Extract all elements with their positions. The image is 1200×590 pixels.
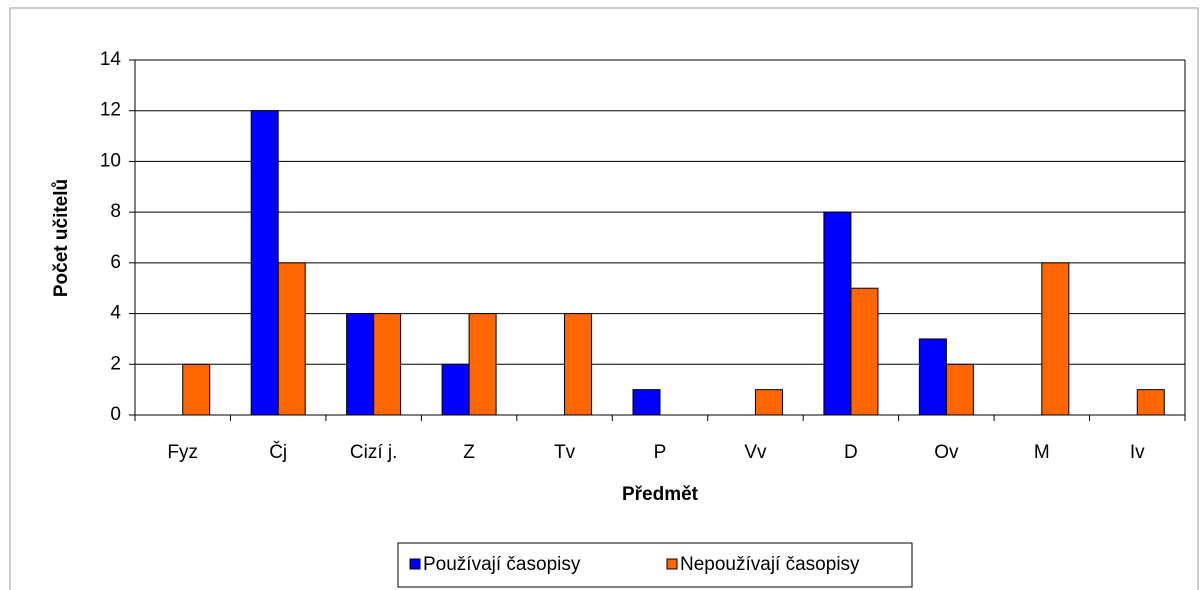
bar bbox=[373, 313, 402, 416]
bar bbox=[250, 110, 279, 416]
x-tick-label: M bbox=[1034, 442, 1050, 463]
x-tick-label: Ov bbox=[934, 442, 959, 463]
legend-label: Nepoužívají časopisy bbox=[680, 554, 860, 575]
y-tick-label: 14 bbox=[100, 49, 122, 70]
y-tick-label: 4 bbox=[110, 303, 121, 324]
legend-box bbox=[397, 542, 913, 588]
legend-swatch bbox=[409, 558, 421, 570]
y-axis-title: Počet učitelů bbox=[51, 179, 72, 297]
x-tick-label: P bbox=[654, 442, 667, 463]
bar bbox=[346, 313, 375, 416]
chart-border bbox=[9, 7, 1199, 590]
y-tick-label: 2 bbox=[110, 353, 121, 374]
bar bbox=[632, 389, 661, 416]
bar bbox=[441, 363, 470, 416]
legend-swatch bbox=[666, 558, 678, 570]
bar bbox=[1136, 389, 1165, 416]
bar bbox=[1041, 262, 1070, 416]
x-tick-label: D bbox=[844, 442, 858, 463]
bar bbox=[754, 389, 783, 416]
legend-label: Používají časopisy bbox=[423, 554, 581, 575]
x-tick-label: Iv bbox=[1130, 442, 1145, 463]
bar bbox=[277, 262, 306, 416]
x-tick-label: Fyz bbox=[167, 442, 198, 463]
x-tick-label: Tv bbox=[554, 442, 576, 463]
y-tick-label: 8 bbox=[110, 201, 121, 222]
y-tick-label: 0 bbox=[110, 404, 121, 425]
bar bbox=[564, 313, 593, 416]
y-tick-label: 6 bbox=[110, 252, 121, 273]
bar bbox=[182, 363, 211, 416]
y-tick-label: 10 bbox=[100, 150, 121, 171]
x-tick-label: Z bbox=[463, 442, 475, 463]
x-tick-label: Vv bbox=[744, 442, 767, 463]
y-tick-label: 12 bbox=[100, 100, 121, 121]
x-tick-label: Čj bbox=[269, 441, 287, 463]
bar bbox=[918, 338, 947, 416]
bar bbox=[850, 287, 879, 416]
bar bbox=[823, 211, 852, 416]
x-tick-label: Cizí j. bbox=[350, 442, 398, 463]
x-axis-title: Předmět bbox=[622, 484, 699, 505]
bar bbox=[945, 363, 974, 416]
bar bbox=[468, 313, 497, 416]
